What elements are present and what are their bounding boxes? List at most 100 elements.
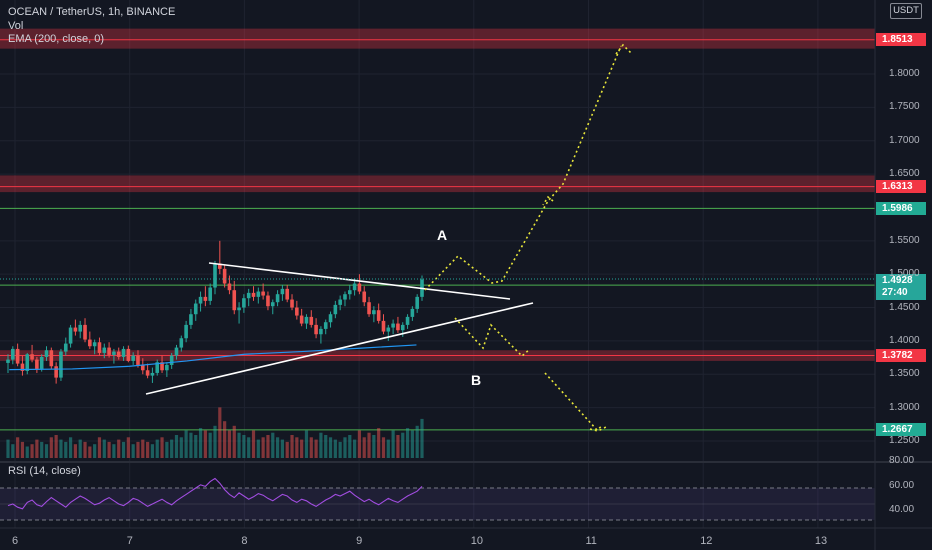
projection-path-a <box>424 45 622 291</box>
candle-body <box>328 314 333 323</box>
level-price-tag: 1.3782 <box>876 348 926 362</box>
candle-body <box>285 288 290 300</box>
candle-body <box>290 299 294 308</box>
candle-body <box>39 356 44 369</box>
volume-bar <box>73 444 77 458</box>
candle-body <box>102 347 107 353</box>
volume-bar <box>247 437 251 458</box>
volume-bar <box>266 435 270 458</box>
candle-body <box>49 350 54 367</box>
projection-path-b <box>454 317 531 358</box>
volume-bar <box>314 439 318 458</box>
candle-body <box>410 308 415 317</box>
annotation-a: A <box>437 227 448 243</box>
volume-bar <box>367 432 371 458</box>
volume-bar <box>377 428 381 458</box>
time-axis-label: 9 <box>356 535 363 547</box>
volume-bar <box>251 430 256 458</box>
volume-bar <box>184 430 188 458</box>
price-axis-label: 1.5500 <box>889 234 920 246</box>
volume-bar <box>49 437 53 458</box>
volume-bar <box>271 432 275 458</box>
candle-body <box>15 348 20 364</box>
volume-bar <box>333 439 337 458</box>
time-axis-label: 12 <box>700 535 713 547</box>
candle-body <box>208 287 212 301</box>
volume-bar <box>126 437 130 458</box>
candle-body <box>222 268 227 284</box>
volume-bar <box>179 437 183 458</box>
volume-bar <box>242 435 246 458</box>
volume-bar <box>261 437 265 458</box>
symbol-title: OCEAN / TetherUS, 1h, BINANCE <box>8 6 176 18</box>
candle-body <box>381 320 386 332</box>
volume-bar <box>141 439 145 458</box>
volume-bar <box>93 444 97 458</box>
candle-body <box>261 291 265 296</box>
candle-body <box>165 364 169 371</box>
volume-bar <box>208 432 212 458</box>
currency-button[interactable]: USDT <box>890 3 922 19</box>
candle-body <box>131 355 135 361</box>
volume-bar <box>343 437 347 458</box>
volume-bar <box>295 437 299 458</box>
volume-bar <box>20 441 25 458</box>
annotation-b: B <box>471 372 482 388</box>
projection-arrow <box>615 43 632 55</box>
time-axis-label: 13 <box>814 535 828 547</box>
candle-body <box>232 290 237 311</box>
bar-countdown: 27:40 <box>882 287 908 298</box>
volume-bar <box>357 430 362 458</box>
volume-bar <box>131 444 135 458</box>
volume-bar <box>223 421 227 458</box>
candle-body <box>63 343 68 352</box>
candle-body <box>280 288 285 295</box>
candle-body <box>309 316 314 325</box>
candle-body <box>97 342 102 353</box>
volume-bar <box>338 441 342 458</box>
candle-body <box>92 342 97 347</box>
candle-body <box>25 354 30 371</box>
candle-body <box>352 283 357 291</box>
candle-body <box>121 348 126 357</box>
volume-bar <box>319 432 323 458</box>
candle-body <box>270 302 275 307</box>
volume-bar <box>372 435 376 458</box>
price-axis-label: 1.7000 <box>889 134 920 146</box>
resistance-zone <box>0 175 875 193</box>
volume-bar <box>227 430 232 458</box>
candle-body <box>78 324 83 332</box>
volume-bar <box>410 430 414 458</box>
candle-body <box>237 307 241 311</box>
volume-bar <box>300 439 304 458</box>
candle-body <box>30 354 34 360</box>
candle-body <box>304 316 309 324</box>
volume-bar <box>170 439 174 458</box>
level-price-tag: 1.2667 <box>876 423 926 437</box>
volume-bar <box>44 444 49 458</box>
volume-bar <box>16 437 20 458</box>
volume-bar <box>6 439 10 458</box>
candle-body <box>107 347 111 355</box>
volume-bar <box>401 432 405 458</box>
volume-bar <box>218 407 222 458</box>
candle-body <box>218 263 222 269</box>
rsi-axis-label: 60.00 <box>889 480 915 491</box>
projection-arrow <box>542 195 554 206</box>
price-axis-label: 1.4000 <box>889 334 920 346</box>
volume-bar <box>102 439 106 458</box>
candle-body <box>266 295 270 307</box>
volume-bar <box>189 432 193 458</box>
candle-body <box>169 355 174 365</box>
volume-bar <box>88 446 92 458</box>
time-axis-label: 10 <box>470 535 484 547</box>
volume-bar <box>232 425 236 458</box>
price-axis-label: 1.2500 <box>889 435 920 446</box>
volume-bar <box>420 418 424 458</box>
volume-bar <box>386 439 390 458</box>
price-axis-label: 1.7500 <box>889 101 920 113</box>
volume-bar <box>78 439 82 458</box>
candle-body <box>246 292 251 299</box>
candle-body <box>343 294 347 300</box>
